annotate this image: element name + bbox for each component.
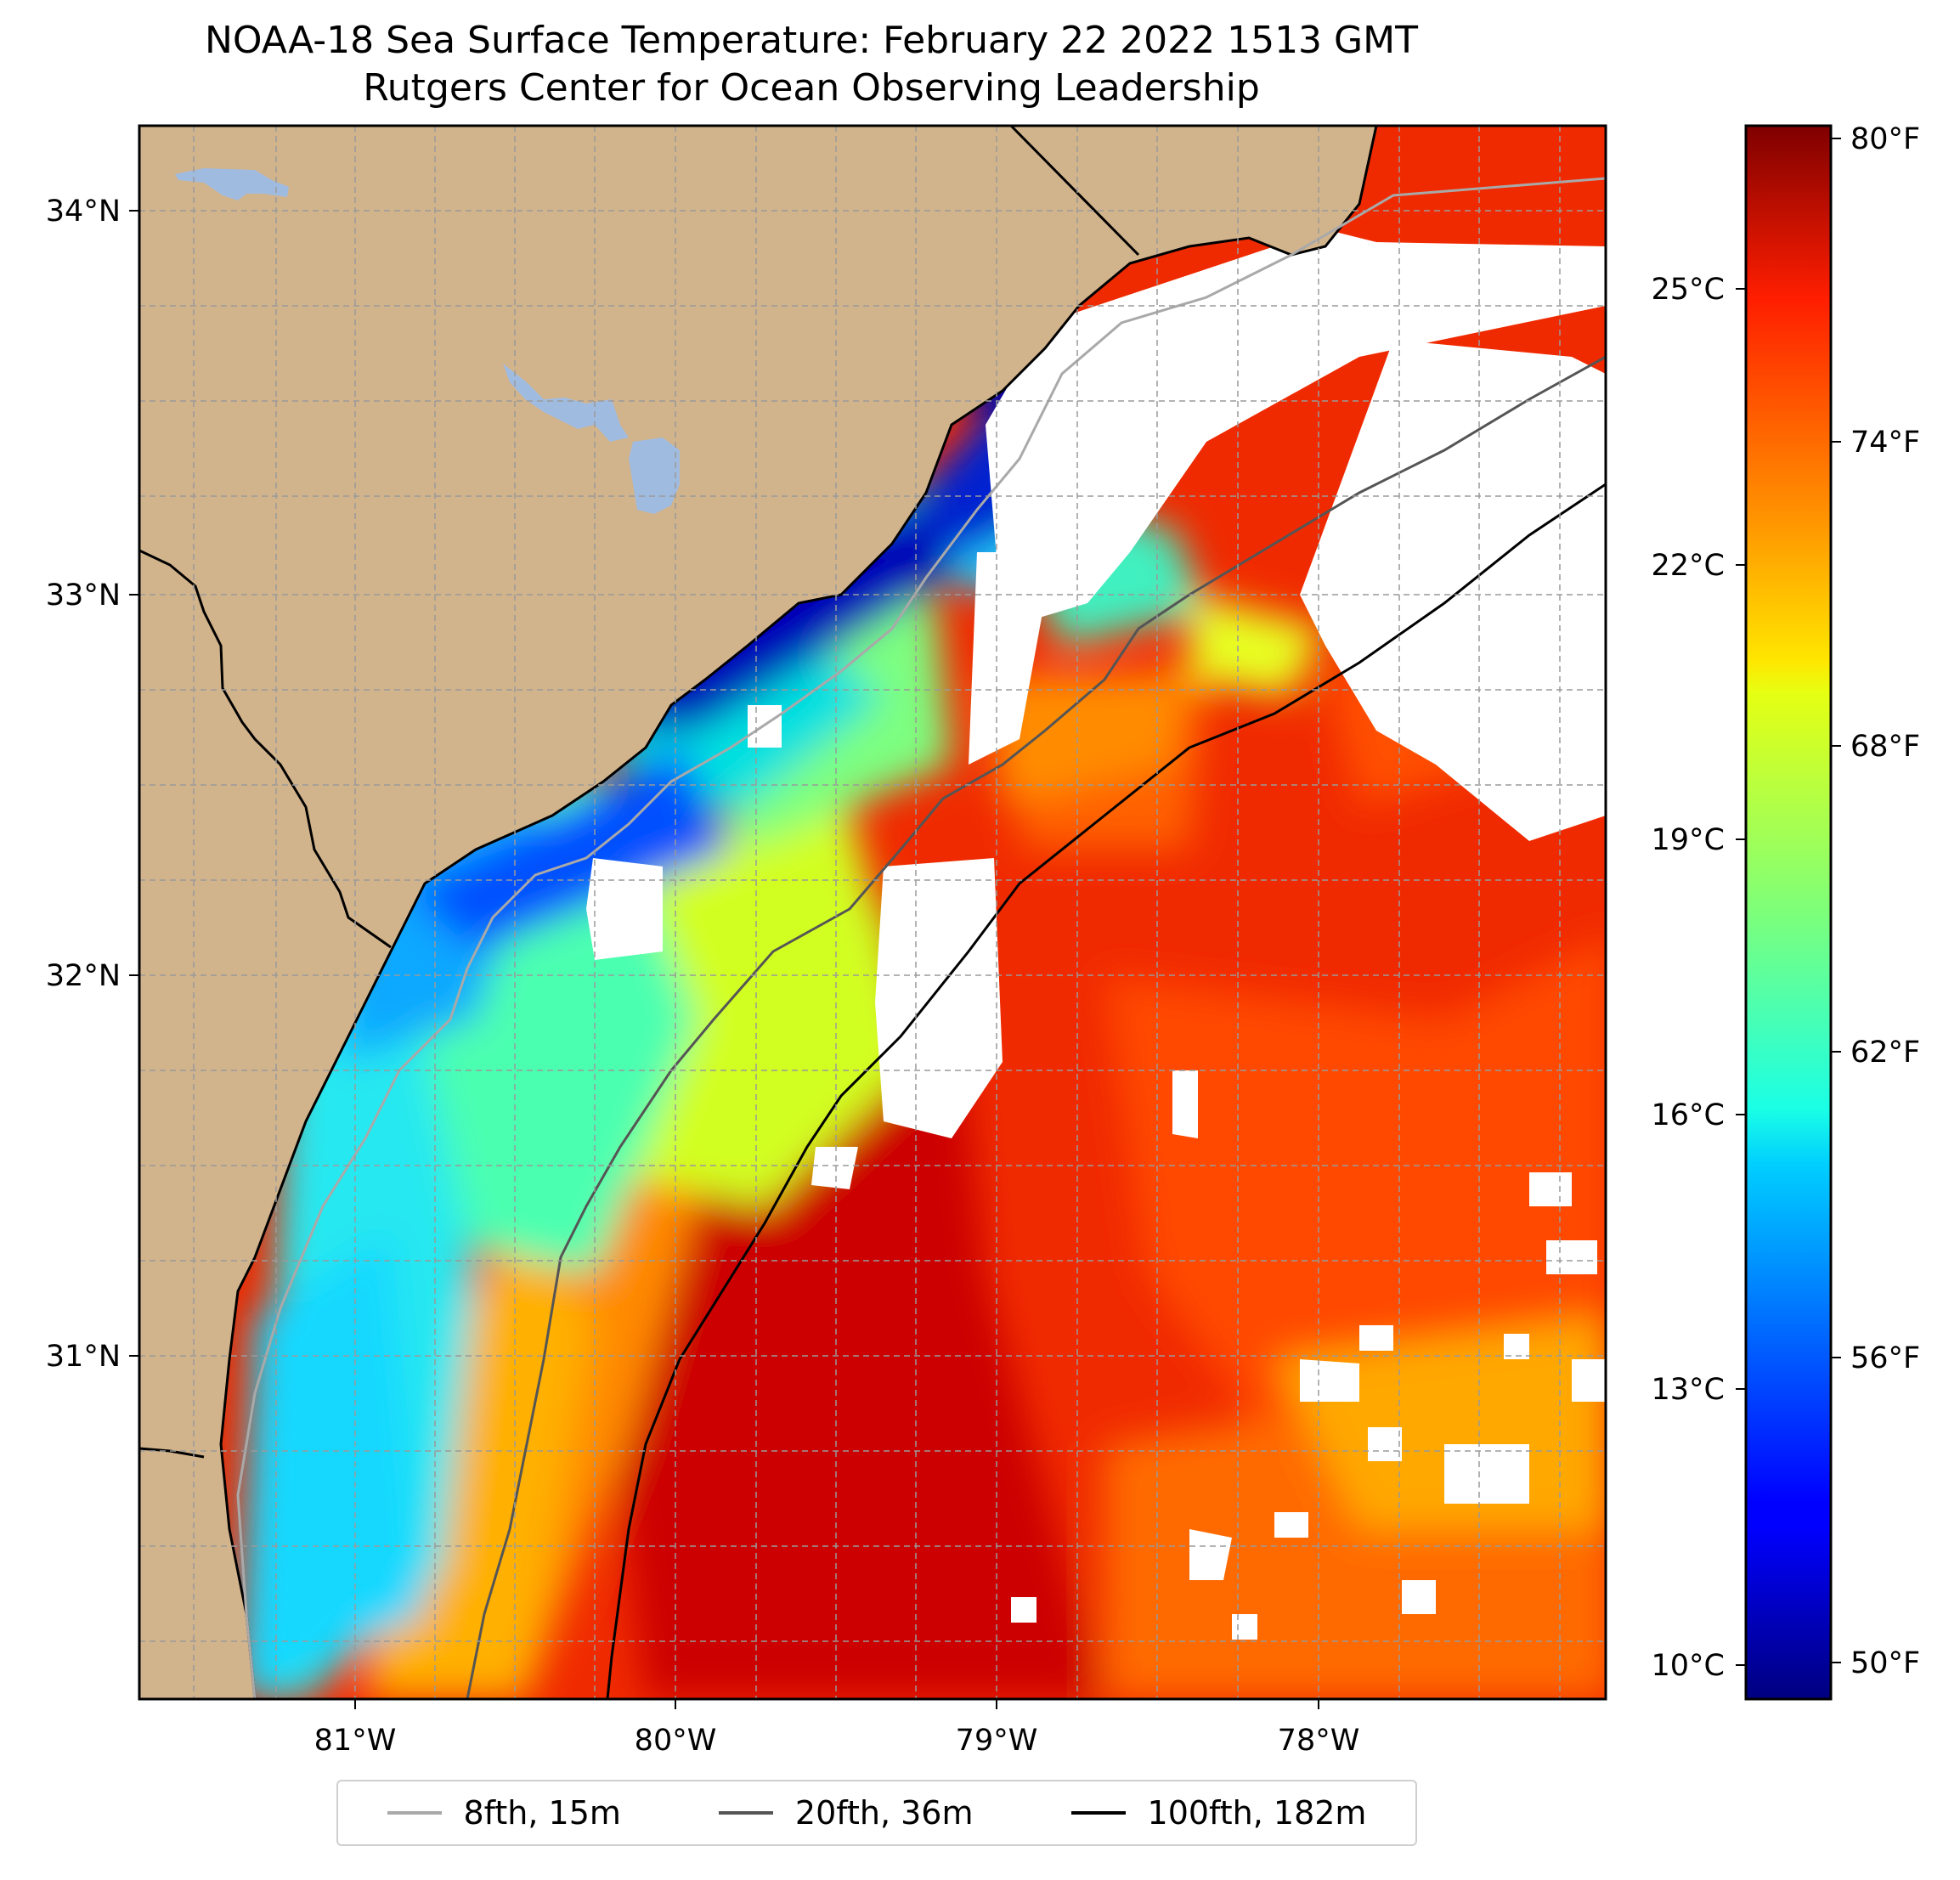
colorbar-f-56: 56°F [1850,1341,1920,1375]
lat-label-33: 33°N [46,579,121,613]
map-subtitle: Rutgers Center for Ocean Observing Leade… [363,66,1260,110]
colorbar-c-10: 10°C [1652,1649,1725,1683]
colorbar-f-80: 80°F [1850,122,1920,156]
gridlines [139,126,1606,1699]
legend-line-100fth [1070,1811,1126,1815]
contour-20fth [466,355,1606,1699]
lon-label-78: 78°W [1278,1724,1360,1758]
legend-label-20fth: 20fth, 36m [794,1794,974,1832]
colorbar-f-68: 68°F [1850,730,1920,764]
colorbar-c-16: 16°C [1652,1098,1725,1132]
lon-label-81: 81°W [314,1724,397,1758]
colorbar-c-13: 13°C [1652,1373,1725,1407]
map-frame [138,124,1607,1701]
contour-8fth [236,177,1606,1699]
lon-ticks [354,1699,1319,1709]
legend-line-20fth [718,1811,773,1815]
legend-line-8fth [387,1811,442,1815]
colorbar-f-62: 62°F [1850,1036,1920,1070]
map-area [139,126,1606,1699]
lon-label-80: 80°W [635,1724,717,1758]
legend-item-8fth: 8fth, 15m [387,1794,621,1832]
land [139,126,1378,1699]
colorbar-c-22: 22°C [1652,549,1725,583]
depth-contour-legend: 8fth, 15m 20fth, 36m 100fth, 182m [336,1780,1417,1846]
lat-label-32: 32°N [46,959,121,993]
colorbar [1744,124,1833,1701]
lon-label-79: 79°W [956,1724,1038,1758]
lat-label-34: 34°N [46,195,121,229]
colorbar-f-74: 74°F [1850,426,1920,460]
legend-label-100fth: 100fth, 182m [1147,1794,1367,1832]
lakes [175,168,680,514]
legend-item-20fth: 20fth, 36m [718,1794,974,1832]
contour-100fth [606,483,1606,1699]
legend-label-8fth: 8fth, 15m [463,1794,621,1832]
cloud-mask [586,229,1606,1640]
map-title: NOAA-18 Sea Surface Temperature: Februar… [205,19,1418,62]
lat-label-31: 31°N [46,1340,121,1374]
colorbar-f-50: 50°F [1850,1646,1920,1680]
colorbar-c-19: 19°C [1652,823,1725,857]
colorbar-ticks [1736,138,1841,1666]
lat-ticks [129,210,139,1357]
legend-item-100fth: 100fth, 182m [1070,1794,1367,1832]
colorbar-c-25: 25°C [1652,273,1725,307]
